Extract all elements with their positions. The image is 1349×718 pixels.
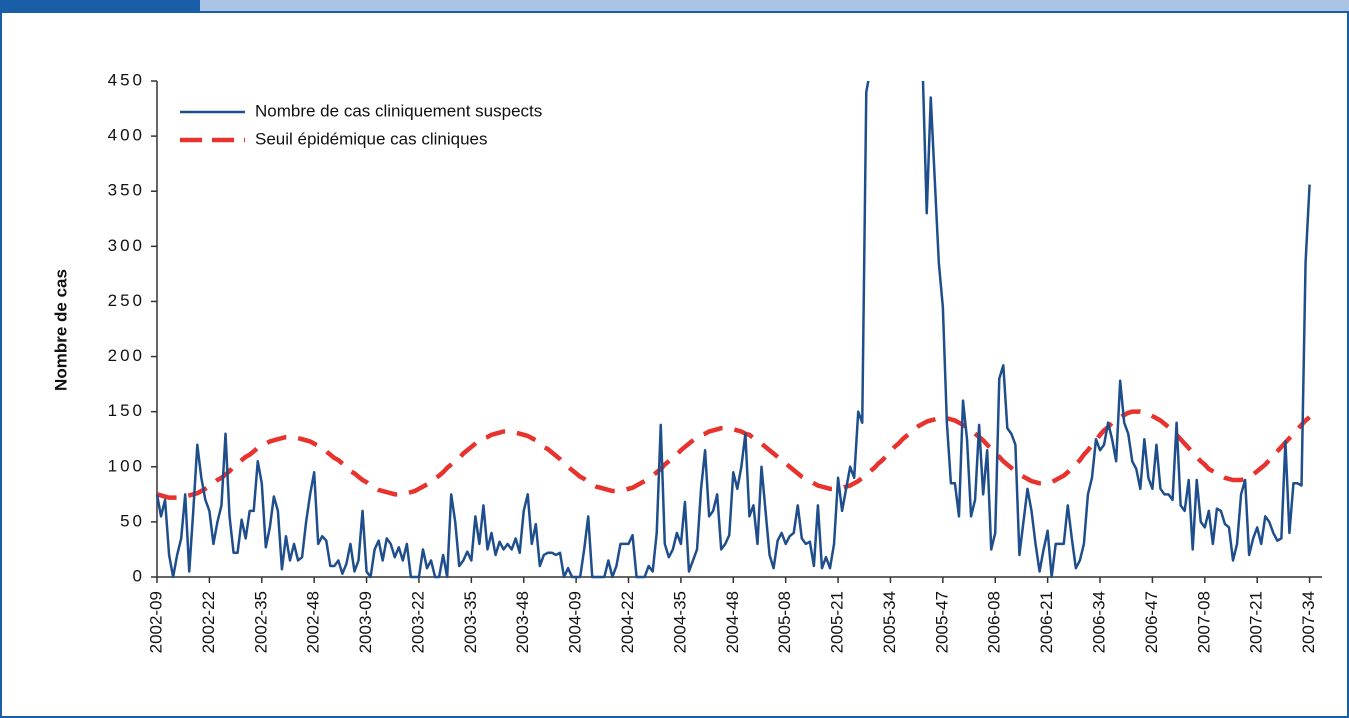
x-tick-label: 2005-08	[775, 591, 794, 653]
x-tick-label: 2003-48	[513, 591, 532, 653]
x-tick-label: 2006-21	[1037, 591, 1056, 653]
y-tick-label: 300	[108, 236, 145, 255]
y-tick-label: 450	[108, 70, 145, 89]
x-tick-label: 2003-22	[408, 591, 427, 653]
x-tick-label: 2007-08	[1194, 591, 1213, 653]
y-axis-label: Nombre de cas	[51, 269, 70, 391]
y-tick-label: 400	[108, 126, 145, 145]
x-tick-label: 2005-47	[932, 591, 951, 653]
x-tick-label: 2004-48	[723, 591, 742, 653]
x-tick-label: 2004-22	[618, 591, 637, 653]
x-tick-label: 2007-21	[1247, 591, 1266, 653]
y-tick-label: 150	[108, 401, 145, 420]
header-accent	[0, 0, 200, 12]
y-tick-label: 350	[108, 181, 145, 200]
x-tick-label: 2002-22	[199, 591, 218, 653]
plot-area	[155, 81, 1312, 579]
x-tick-label: 2004-09	[566, 591, 585, 653]
x-tick-label: 2002-35	[251, 591, 270, 653]
legend-label: Nombre de cas cliniquement suspects	[255, 101, 542, 120]
x-tick-label: 2007-34	[1299, 591, 1318, 653]
x-tick-label: 2006-08	[985, 591, 1004, 653]
frame	[0, 11, 1349, 718]
legend-label: Seuil épidémique cas cliniques	[255, 129, 487, 148]
x-tick-label: 2006-34	[1090, 591, 1109, 653]
y-tick-label: 200	[108, 346, 145, 365]
x-tick-label: 2003-35	[461, 591, 480, 653]
x-tick-label: 2002-09	[146, 591, 165, 653]
y-tick-label: 0	[133, 566, 145, 585]
x-tick-label: 2003-09	[356, 591, 375, 653]
x-tick-label: 2005-21	[828, 591, 847, 653]
x-tick-label: 2004-35	[670, 591, 689, 653]
header-bar	[0, 0, 1349, 12]
x-tick-label: 2006-47	[1142, 591, 1161, 653]
series-line	[155, 81, 1311, 579]
x-tick-label: 2002-48	[304, 591, 323, 653]
y-tick-label: 100	[108, 456, 145, 475]
y-tick-label: 50	[120, 511, 145, 530]
y-tick-label: 250	[108, 291, 145, 310]
x-tick-label: 2005-34	[880, 591, 899, 653]
